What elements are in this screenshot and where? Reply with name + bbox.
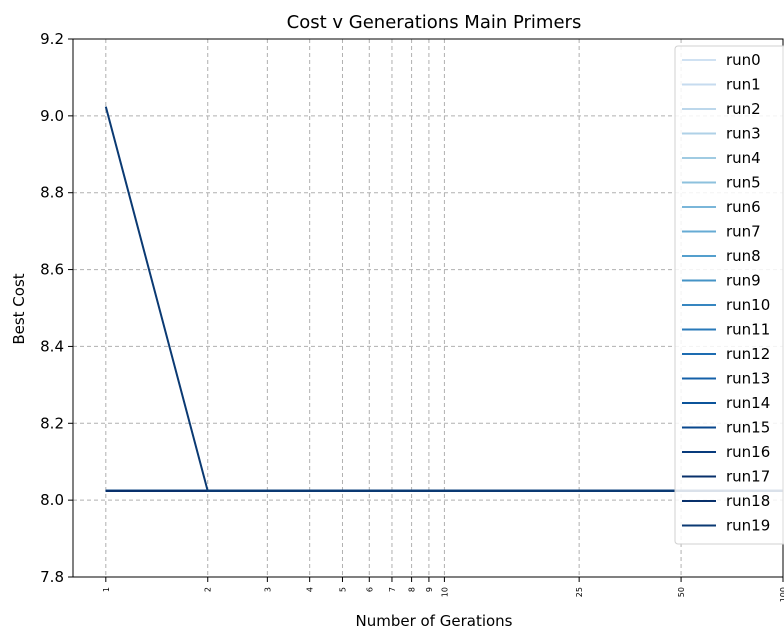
legend-label: run11 bbox=[726, 321, 770, 339]
legend-label: run5 bbox=[726, 174, 761, 192]
legend-label: run19 bbox=[726, 517, 770, 535]
legend-label: run13 bbox=[726, 370, 770, 388]
legend-label: run16 bbox=[726, 443, 770, 461]
y-tick-label: 7.8 bbox=[40, 568, 64, 586]
ytick-layer: 7.8 8.0 8.2 8.4 8.6 8.8 9.0 9.2 bbox=[40, 30, 73, 586]
y-tick-label: 9.0 bbox=[40, 107, 64, 125]
legend-label: run14 bbox=[726, 394, 770, 412]
x-tick-label: 50 bbox=[677, 587, 686, 597]
x-tick-label: 8 bbox=[408, 587, 417, 592]
legend-label: run15 bbox=[726, 419, 770, 437]
legend-label: run17 bbox=[726, 468, 770, 486]
x-tick-label: 4 bbox=[306, 587, 315, 592]
legend-label: run12 bbox=[726, 345, 770, 363]
legend-label: run7 bbox=[726, 223, 761, 241]
x-tick-label: 1 bbox=[102, 587, 111, 592]
x-tick-label: 3 bbox=[263, 587, 272, 592]
y-tick-label: 9.2 bbox=[40, 30, 64, 48]
x-tick-label: 2 bbox=[204, 587, 213, 592]
x-tick-label: 100 bbox=[779, 587, 784, 602]
x-tick-label: 5 bbox=[338, 587, 347, 592]
legend: run0 run1 run2 run3 run4 run5 run6 run7 run8 run9… bbox=[674, 45, 784, 545]
legend-label: run8 bbox=[726, 247, 761, 265]
chart-title: Cost v Generations Main Primers bbox=[287, 12, 582, 33]
legend-label: run10 bbox=[726, 296, 770, 314]
legend-label: run2 bbox=[726, 100, 761, 118]
y-tick-label: 8.6 bbox=[40, 261, 64, 279]
x-tick-label: 10 bbox=[440, 587, 449, 597]
legend-label: run18 bbox=[726, 492, 770, 510]
legend-box bbox=[674, 45, 784, 545]
x-tick-label: 7 bbox=[388, 587, 397, 592]
series-layer bbox=[104, 106, 783, 492]
y-tick-label: 8.0 bbox=[40, 491, 64, 509]
xtick-layer: 1 2 3 4 5 6 7 8 9 10 25 50 100 bbox=[102, 577, 784, 602]
y-tick-label: 8.4 bbox=[40, 337, 64, 355]
y-tick-label: 8.8 bbox=[40, 184, 64, 202]
legend-label: run1 bbox=[726, 76, 761, 94]
legend-label: run3 bbox=[726, 125, 761, 143]
y-axis-label: Best Cost bbox=[10, 273, 28, 344]
legend-label: run6 bbox=[726, 198, 761, 216]
x-tick-label: 25 bbox=[575, 587, 584, 597]
legend-label: run9 bbox=[726, 272, 761, 290]
y-tick-label: 8.2 bbox=[40, 414, 64, 432]
legend-label: run0 bbox=[726, 51, 761, 69]
x-tick-label: 6 bbox=[365, 587, 374, 592]
x-tick-label: 9 bbox=[425, 587, 434, 592]
legend-label: run4 bbox=[726, 149, 761, 167]
series-line-run19 bbox=[104, 106, 783, 492]
x-axis-label: Number of Gerations bbox=[355, 612, 512, 629]
